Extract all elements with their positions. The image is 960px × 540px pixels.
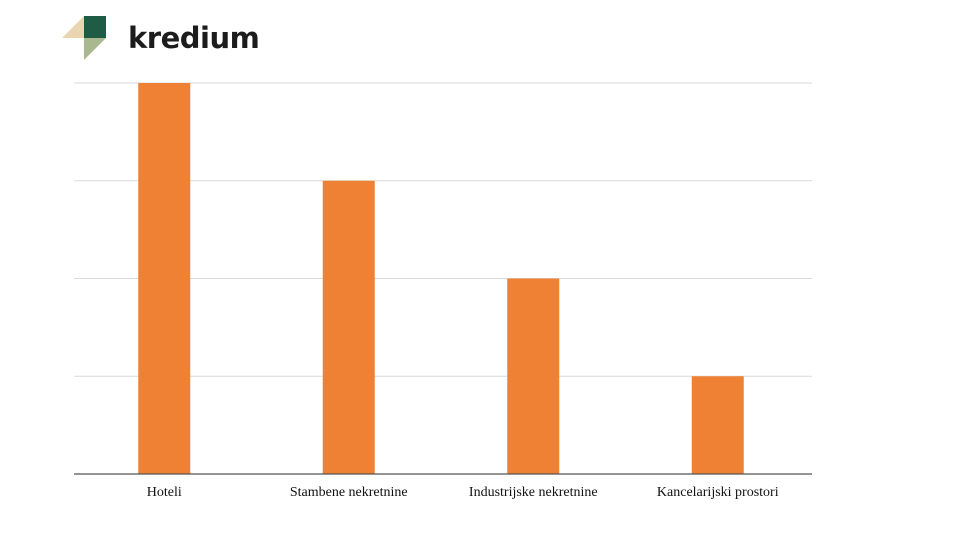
bar-3 [507, 278, 560, 474]
bar-1 [138, 83, 191, 474]
logo: kredium [62, 16, 260, 62]
x-tick-label: Stambene nekretnine [290, 485, 408, 500]
bar-4 [691, 376, 744, 474]
gridlines [74, 82, 812, 377]
logo-mark-icon [62, 16, 106, 60]
brand-name: kredium [128, 21, 260, 55]
x-tick-label: Hoteli [147, 485, 182, 500]
x-tick-label: Industrijske nekretnine [469, 485, 598, 500]
bar-2 [322, 180, 375, 474]
x-tick-labels: Hoteli Stambene nekretnine Industrijske ne… [147, 485, 779, 500]
x-tick-label: Kancelarijski prostori [657, 485, 779, 500]
bars [138, 83, 744, 474]
